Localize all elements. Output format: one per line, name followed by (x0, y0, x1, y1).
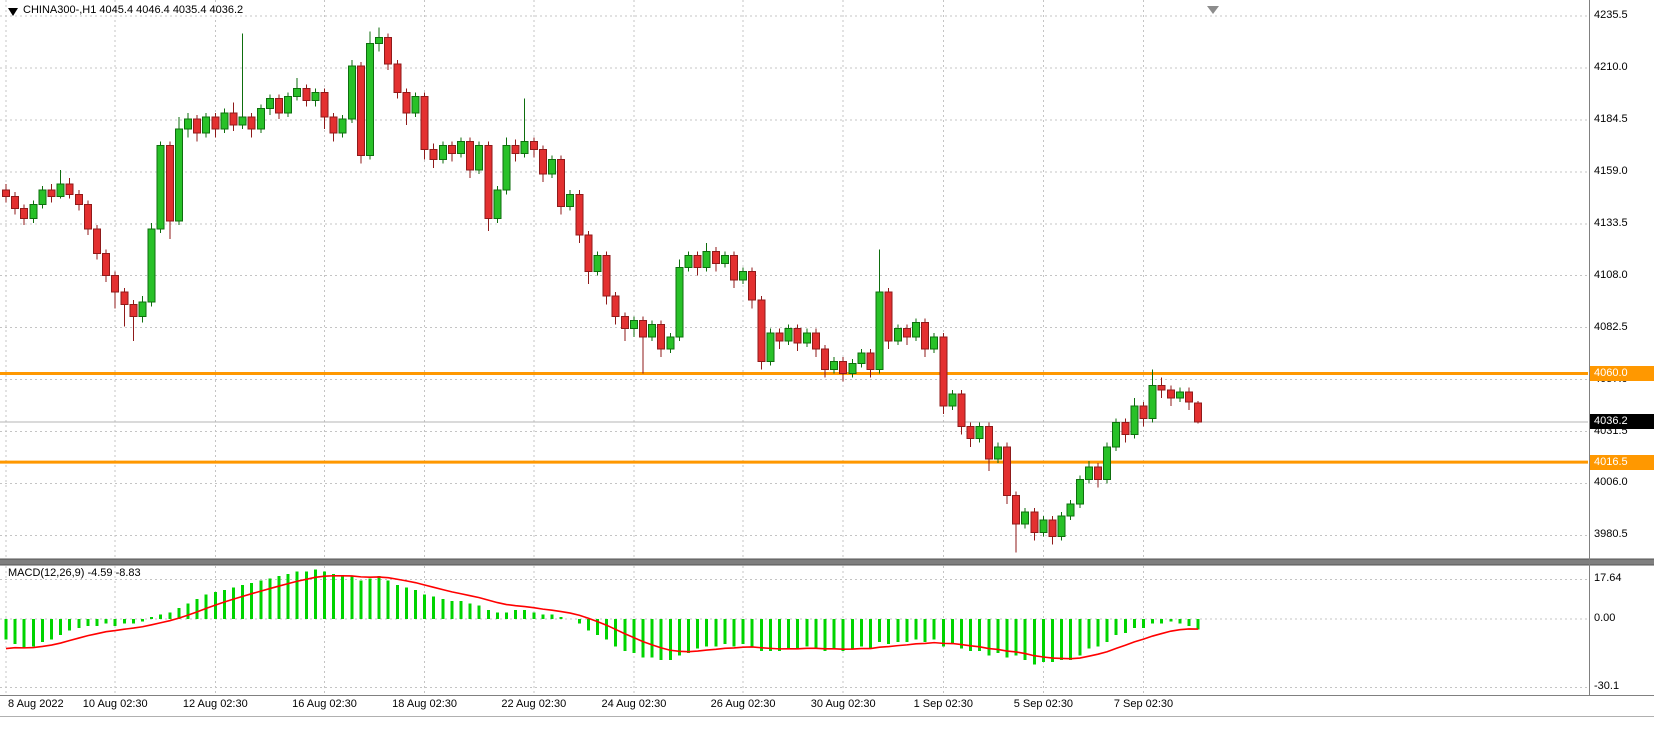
candles-layer (2, 27, 1203, 553)
symbol-marker-icon (8, 8, 18, 16)
price-axis-label: 4006.0 (1594, 476, 1628, 489)
price-axis-label: 4133.5 (1594, 216, 1628, 229)
time-axis-label: 22 Aug 02:30 (501, 698, 567, 710)
grid-layer (0, 0, 1588, 695)
macd-indicator-label: MACD(12,26,9) -4.59 -8.83 (8, 567, 141, 579)
resistance-price-badge[interactable]: 4060.0 (1590, 365, 1654, 381)
price-axis-label: 4210.0 (1594, 61, 1628, 74)
time-axis-label: 18 Aug 02:30 (392, 698, 458, 710)
time-axis-label: 10 Aug 02:30 (82, 698, 148, 710)
price-axis-label: 4108.0 (1594, 268, 1628, 281)
indicator-axis-label: 17.64 (1594, 572, 1622, 585)
indicator-axis-label: 0.00 (1594, 612, 1616, 625)
price-axis-label: 4082.5 (1594, 320, 1628, 333)
support-price-badge[interactable]: 4016.5 (1590, 454, 1654, 470)
time-axis-label: 1 Sep 02:30 (913, 698, 973, 710)
indicator-axis-label: -30.1 (1594, 680, 1620, 693)
macd-histogram-layer (4, 569, 1200, 665)
time-axis-label: 5 Sep 02:30 (1013, 698, 1074, 710)
pane-separator[interactable] (0, 559, 1654, 565)
macd-signal-line (5, 574, 1199, 660)
time-axis-label: 12 Aug 02:30 (182, 698, 248, 710)
horizontal-levels-layer[interactable] (0, 371, 1588, 464)
price-axis-label: 4159.0 (1594, 164, 1628, 177)
time-axis-label: 16 Aug 02:30 (292, 698, 357, 710)
time-axis-label: 7 Sep 02:30 (1113, 698, 1174, 710)
price-axis-label: 4235.5 (1594, 9, 1628, 22)
time-axis-label: 26 Aug 02:30 (710, 698, 776, 710)
price-axis-label: 4184.5 (1594, 112, 1628, 125)
price-axis-label: 3980.5 (1594, 528, 1628, 541)
time-axis-label: 30 Aug 02:30 (810, 698, 876, 710)
symbol-ohlc-label: CHINA300-,H1 4045.4 4046.4 4035.4 4036.2 (23, 4, 244, 16)
time-axis-label: 8 Aug 2022 (8, 698, 64, 710)
time-axis-label: 24 Aug 02:30 (601, 698, 667, 710)
current-price-badge: 4036.2 (1590, 414, 1654, 430)
chart-shift-icon[interactable] (1207, 6, 1219, 14)
